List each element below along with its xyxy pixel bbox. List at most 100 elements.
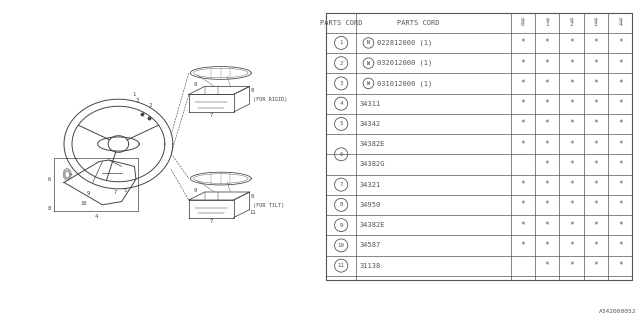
Text: *: * [520,38,525,47]
Text: 1: 1 [339,40,343,45]
Text: *: * [593,180,598,189]
Text: *: * [618,119,623,128]
Text: *: * [545,221,550,230]
Text: 032012000 (1): 032012000 (1) [377,60,432,67]
Text: *: * [520,59,525,68]
Text: *: * [545,99,550,108]
Text: 11: 11 [249,210,255,215]
Text: 9: 9 [86,191,90,196]
Text: *: * [593,160,598,169]
Text: 34382G: 34382G [360,161,385,167]
Text: 34321: 34321 [360,182,381,188]
Text: *: * [618,59,623,68]
Text: 6: 6 [339,152,343,157]
Text: W: W [367,81,370,86]
Text: 34382E: 34382E [360,222,385,228]
Text: *: * [569,59,574,68]
Text: *: * [569,180,574,189]
Text: 9
2: 9 2 [570,18,573,28]
Text: *: * [520,180,525,189]
Text: *: * [593,241,598,250]
Text: *: * [569,200,574,209]
Text: 34950: 34950 [360,202,381,208]
Text: *: * [545,79,550,88]
Text: *: * [569,241,574,250]
Text: 8: 8 [48,205,51,211]
Text: 1: 1 [132,92,136,97]
Text: 4: 4 [94,213,98,219]
Text: 022812000 (1): 022812000 (1) [377,40,432,46]
Text: *: * [545,241,550,250]
Text: 2: 2 [148,103,152,108]
Text: *: * [593,79,598,88]
Text: *: * [618,38,623,47]
Text: *: * [593,261,598,270]
Text: 34311: 34311 [360,101,381,107]
Text: 34342: 34342 [360,121,381,127]
Text: 9: 9 [339,223,343,228]
Text: *: * [545,59,550,68]
Text: PARTS CORD: PARTS CORD [397,20,440,26]
Text: 34587: 34587 [360,242,381,248]
Text: *: * [569,99,574,108]
Text: *: * [545,180,550,189]
Text: 8: 8 [250,88,254,93]
Text: *: * [593,59,598,68]
Text: 8: 8 [250,194,254,198]
Text: 7: 7 [113,189,117,195]
Text: 34382E: 34382E [360,141,385,147]
Text: *: * [545,200,550,209]
Text: A342000052: A342000052 [599,308,637,314]
Text: *: * [618,221,623,230]
Text: *: * [520,99,525,108]
Text: N: N [367,40,370,45]
Text: *: * [520,200,525,209]
Text: *: * [520,79,525,88]
Text: *: * [593,221,598,230]
Text: 3: 3 [339,81,343,86]
Text: *: * [593,140,598,149]
Text: *: * [545,38,550,47]
Text: 7: 7 [209,219,213,224]
Text: 11: 11 [338,263,345,268]
Text: *: * [569,160,574,169]
Text: *: * [520,119,525,128]
Text: *: * [618,79,623,88]
Text: *: * [593,99,598,108]
Text: PARTS CORD: PARTS CORD [320,20,362,26]
Text: 031012000 (1): 031012000 (1) [377,80,432,87]
Text: *: * [593,38,598,47]
Text: *: * [618,261,623,270]
Text: 9
1: 9 1 [545,18,549,28]
Text: 3: 3 [136,98,140,103]
Text: *: * [569,221,574,230]
Text: *: * [618,241,623,250]
Text: (FOR TILT): (FOR TILT) [253,203,285,208]
Text: 4: 4 [339,101,343,106]
Text: 10: 10 [80,201,86,206]
Text: 2: 2 [339,61,343,66]
Text: *: * [569,38,574,47]
Text: 5: 5 [123,188,127,193]
Text: *: * [569,140,574,149]
Text: *: * [569,119,574,128]
Text: 9
3: 9 3 [594,18,598,28]
Text: 9: 9 [193,188,197,193]
Text: *: * [545,261,550,270]
Text: *: * [545,140,550,149]
Text: 6: 6 [48,177,51,182]
Text: (FOR RIGID): (FOR RIGID) [253,97,288,102]
Text: 5: 5 [339,121,343,126]
Text: *: * [618,160,623,169]
Text: *: * [520,241,525,250]
Text: *: * [569,79,574,88]
Text: 9
4: 9 4 [618,18,622,28]
Text: 10: 10 [338,243,345,248]
Text: *: * [593,119,598,128]
Bar [326,12,632,280]
Text: 9
0: 9 0 [521,18,525,28]
Text: *: * [618,200,623,209]
Text: 7: 7 [209,113,213,118]
Text: *: * [569,261,574,270]
Text: 9: 9 [193,82,197,87]
